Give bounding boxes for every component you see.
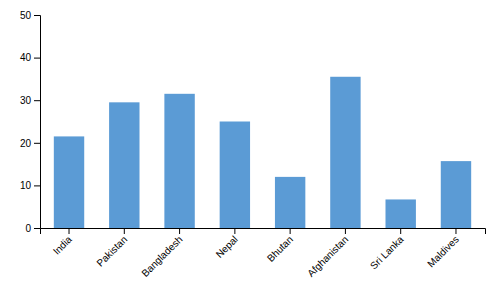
x-tick-mark [290, 228, 291, 234]
bars [54, 77, 471, 228]
bar [385, 199, 415, 228]
x-tick-mark [179, 228, 180, 234]
x-tick: Bangladesh [139, 228, 184, 279]
x-tick-mark [400, 228, 401, 234]
bar [220, 122, 250, 229]
bar [109, 102, 139, 228]
y-tick-mark [34, 185, 40, 186]
y-tick: 10 [20, 180, 40, 191]
x-tick-label: India [51, 233, 74, 256]
x-tick: India [51, 228, 74, 257]
x-axis: India Pakistan Bangladesh Nepal Bhutan Afghan… [41, 228, 486, 279]
x-tick-label: Afghanistan [305, 234, 350, 279]
x-tick: Nepal [214, 228, 240, 260]
y-tick-label: 50 [20, 10, 32, 21]
x-tick: Bhutan [265, 228, 295, 264]
x-tick-label: Sri Lanka [368, 233, 406, 271]
x-tick-mark [234, 228, 235, 234]
x-tick-mark [455, 228, 456, 234]
y-tick: 20 [20, 138, 40, 149]
y-tick: 50 [20, 10, 40, 21]
x-tick-label: Pakistan [94, 234, 129, 269]
x-tick-mark [69, 228, 70, 234]
y-tick: 0 [25, 223, 40, 234]
y-tick-label: 20 [20, 138, 32, 149]
x-tick-mark [124, 228, 125, 234]
chart-container: India Pakistan Bangladesh Nepal Bhutan Afghan… [0, 0, 500, 300]
x-tick-label: Maldives [425, 234, 461, 270]
x-tick: Maldives [425, 228, 461, 269]
y-tick-mark [34, 100, 40, 101]
y-tick-label: 10 [20, 180, 32, 191]
x-tick-label: Bangladesh [139, 234, 184, 279]
x-tick: Afghanistan [305, 228, 350, 279]
bar [441, 161, 471, 228]
y-tick-mark [34, 58, 40, 59]
x-tick: Pakistan [94, 228, 129, 269]
y-tick: 40 [20, 52, 40, 63]
y-axis-line [34, 16, 41, 229]
y-tick-mark [34, 228, 40, 229]
y-tick-mark [34, 15, 40, 16]
bar [330, 77, 360, 228]
y-tick-label: 0 [25, 223, 31, 234]
x-tick-label: Bhutan [265, 234, 295, 264]
plot-area: India Pakistan Bangladesh Nepal Bhutan Afghan… [20, 10, 486, 279]
y-tick-label: 40 [20, 52, 32, 63]
y-tick-mark [34, 143, 40, 144]
chart-svg: India Pakistan Bangladesh Nepal Bhutan Afghan… [0, 0, 500, 300]
y-tick-label: 30 [20, 95, 32, 106]
x-axis-line [41, 229, 486, 235]
y-tick: 30 [20, 95, 40, 106]
x-tick-label: Nepal [214, 234, 240, 260]
y-axis: 0 10 20 30 40 50 [20, 10, 41, 234]
x-tick: Sri Lanka [368, 228, 406, 271]
x-tick-mark [345, 228, 346, 234]
bar [164, 94, 194, 228]
bar [54, 136, 84, 228]
bar [275, 177, 305, 228]
